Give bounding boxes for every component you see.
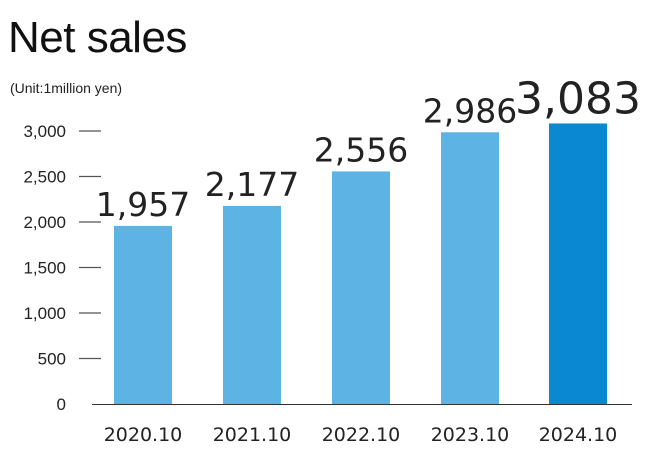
y-tick-label: 500 (38, 350, 66, 369)
y-tick-label: 1,000 (23, 304, 66, 323)
bar (441, 132, 499, 405)
y-tick-label: 3,000 (23, 122, 66, 141)
unit-label: (Unit:1million yen) (10, 80, 123, 96)
data-label: 2,556 (314, 130, 408, 169)
bar (223, 205, 281, 404)
x-tick-label: 2023.10 (431, 424, 510, 446)
data-label: 2,986 (423, 91, 517, 130)
data-label: 1,957 (96, 185, 190, 224)
y-tick-label: 2,500 (23, 168, 66, 187)
chart-title: Net sales (8, 13, 187, 62)
y-tick-label: 1,500 (23, 259, 66, 278)
bar (114, 225, 172, 404)
x-tick-label: 2024.10 (539, 424, 618, 446)
data-label: 3,083 (515, 73, 641, 124)
x-tick-label: 2020.10 (104, 424, 183, 446)
y-tick-label: 2,000 (23, 213, 66, 232)
bar (332, 171, 390, 404)
y-tick-label: 0 (57, 395, 66, 414)
data-label: 2,177 (205, 165, 299, 204)
bar (549, 123, 607, 405)
x-tick-label: 2022.10 (322, 424, 401, 446)
x-tick-label: 2021.10 (213, 424, 292, 446)
